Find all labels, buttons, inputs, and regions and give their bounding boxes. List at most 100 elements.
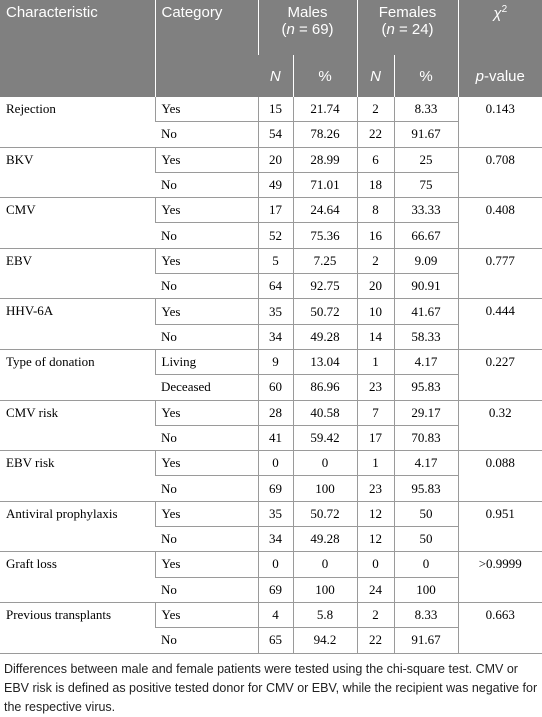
number-cell: 78.26: [292, 121, 357, 148]
number-cell: 0: [356, 551, 394, 578]
number-cell: 94.2: [292, 627, 357, 654]
number-cell: 50: [393, 501, 458, 528]
characteristic-cell: Graft loss: [0, 551, 155, 603]
header-cell: Characteristic: [0, 0, 155, 97]
data-table: Characteristic Category Males (n = 69) Fe…: [0, 0, 542, 654]
category-cell: No: [155, 121, 258, 148]
number-cell: 64: [257, 273, 293, 300]
number-cell: 5.8: [292, 602, 357, 629]
category-cell: Yes: [154, 551, 258, 578]
category-cell: Yes: [154, 97, 258, 123]
table-row: No 69 100 23 95.83: [0, 475, 542, 502]
number-cell: 0: [257, 450, 293, 477]
number-cell: 12: [356, 526, 394, 553]
number-cell: 10: [356, 298, 394, 325]
table-row: No 64 92.75 20 90.91: [0, 273, 542, 300]
header-text: %: [318, 67, 332, 85]
number-cell: 60: [257, 374, 293, 401]
number-cell: 33.33: [393, 197, 458, 224]
characteristic-cell: CMV: [0, 197, 155, 249]
header-text: %: [419, 67, 433, 85]
category-cell: Yes: [154, 450, 258, 477]
p-value-cell: >0.9999: [457, 551, 542, 603]
number-cell: 69: [257, 475, 293, 502]
header-cell: %: [292, 55, 357, 97]
header-text: 2: [501, 4, 508, 15]
p-value-cell: 0.708: [457, 147, 542, 199]
number-cell: 91.67: [393, 627, 458, 654]
number-cell: 15: [257, 97, 293, 123]
number-cell: 90.91: [393, 273, 458, 300]
number-cell: 0: [292, 450, 357, 477]
number-cell: 41.67: [393, 298, 458, 325]
number-cell: 34: [257, 324, 293, 350]
number-cell: 23: [356, 475, 394, 502]
number-cell: 22: [356, 627, 394, 654]
category-cell: No: [155, 273, 258, 300]
number-cell: 2: [356, 602, 394, 629]
characteristic-cell: EBV risk: [0, 450, 155, 502]
number-cell: 1: [356, 450, 394, 477]
category-cell: No: [155, 475, 258, 502]
number-cell: 7.25: [292, 248, 357, 275]
number-cell: 40.58: [292, 400, 357, 426]
header-text: χ: [493, 5, 502, 22]
characteristic-cell: HHV-6A: [0, 298, 155, 350]
characteristic-cell: EBV: [0, 248, 155, 300]
number-cell: 25: [393, 147, 458, 173]
number-cell: 24: [356, 577, 394, 603]
number-cell: 8.33: [393, 602, 458, 629]
number-cell: 0: [393, 551, 458, 578]
table-row: Type of donation Living 9 13.04 1 4.17 0.227: [0, 349, 542, 401]
number-cell: 34: [257, 526, 293, 553]
number-cell: 49.28: [292, 526, 357, 553]
table-row: CMV risk Yes 28 40.58 7 29.17 0.32: [0, 400, 542, 452]
number-cell: 86.96: [292, 374, 357, 401]
header-text: Category: [161, 4, 223, 21]
number-cell: 35: [257, 298, 293, 325]
category-cell: Yes: [154, 298, 258, 325]
characteristic-cell: Type of donation: [0, 349, 155, 401]
number-cell: 16: [356, 222, 394, 249]
number-cell: 8: [356, 197, 394, 224]
table-row: No 34 49.28 12 50: [0, 526, 542, 553]
number-cell: 9.09: [393, 248, 458, 275]
category-cell: No: [155, 324, 258, 350]
category-cell: No: [155, 222, 258, 249]
p-value-cell: 0.951: [457, 501, 542, 553]
p-value-cell: 0.777: [457, 248, 542, 300]
characteristic-cell: Previous transplants: [0, 602, 155, 654]
number-cell: 52: [257, 222, 293, 249]
number-cell: 12: [356, 501, 394, 528]
p-value-cell: 0.088: [457, 450, 542, 502]
table-row: No 52 75.36 16 66.67: [0, 222, 542, 249]
table-body: Rejection Yes 15 21.74 2 8.33 0.143 No 54 78.26 22…: [0, 97, 542, 654]
number-cell: 2: [356, 97, 394, 123]
header-text: n: [286, 21, 295, 38]
number-cell: 50.72: [292, 298, 357, 325]
number-cell: 20: [257, 147, 293, 173]
header-text: p: [475, 67, 484, 85]
characteristic-cell: Antiviral prophylaxis: [0, 501, 155, 553]
category-cell: Yes: [154, 147, 258, 173]
category-cell: Yes: [154, 248, 258, 275]
table-row: Graft loss Yes 0 0 0 0 >0.9999: [0, 551, 542, 603]
p-value-cell: 0.143: [457, 97, 542, 148]
number-cell: 8.33: [393, 97, 458, 123]
category-cell: Living: [154, 349, 258, 376]
table-row: Rejection Yes 15 21.74 2 8.33 0.143: [0, 97, 542, 148]
table-row: Previous transplants Yes 4 5.8 2 8.33 0.663: [0, 602, 542, 654]
number-cell: 65: [257, 627, 293, 654]
number-cell: 4: [257, 602, 293, 629]
number-cell: 49.28: [292, 324, 357, 350]
header-text: Males: [287, 4, 328, 21]
number-cell: 21.74: [292, 97, 357, 123]
number-cell: 95.83: [393, 374, 458, 401]
number-cell: 41: [257, 425, 293, 452]
category-cell: Yes: [154, 197, 258, 224]
header-text: = 69): [294, 21, 334, 38]
number-cell: 59.42: [292, 425, 357, 452]
category-cell: Yes: [154, 602, 258, 629]
table-row: No 65 94.2 22 91.67: [0, 627, 542, 654]
table-row: Deceased 60 86.96 23 95.83: [0, 374, 542, 401]
